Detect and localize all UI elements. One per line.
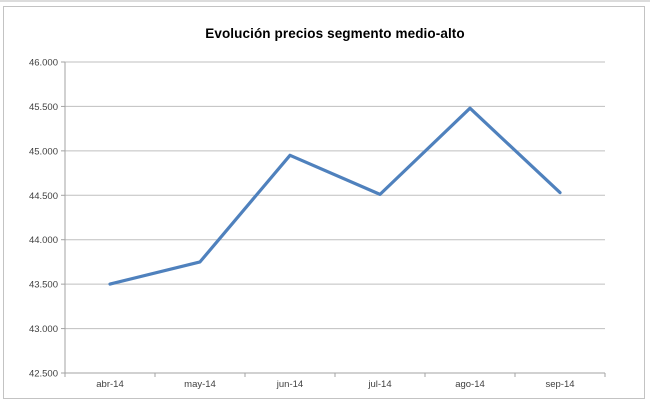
y-axis-tick-label: 45.000 — [29, 146, 58, 157]
y-axis-tick-label: 44.500 — [29, 191, 58, 202]
price-series-line — [108, 106, 562, 286]
chart-title: Evolución precios segmento medio-alto — [205, 26, 465, 41]
y-axis-tick-label: 43.000 — [29, 324, 58, 335]
y-axis-tick-label: 46.000 — [29, 58, 58, 69]
x-axis-tick-label: abr-14 — [96, 379, 123, 390]
x-axis-tick-label: jul-14 — [367, 379, 391, 390]
x-axis-tick-label: sep-14 — [545, 379, 574, 390]
x-axis-tick-label: may-14 — [184, 379, 216, 390]
y-axis-tick-label: 44.000 — [29, 235, 58, 246]
y-axis-tick-label: 42.500 — [29, 369, 58, 380]
x-axis-tick-label: jun-14 — [276, 379, 303, 390]
window-top-edge — [0, 0, 650, 2]
chart-figure-border — [3, 6, 645, 399]
x-axis-tick-label: ago-14 — [455, 379, 485, 390]
y-axis-tick-label: 45.500 — [29, 102, 58, 113]
y-axis-tick-label: 43.500 — [29, 280, 58, 291]
